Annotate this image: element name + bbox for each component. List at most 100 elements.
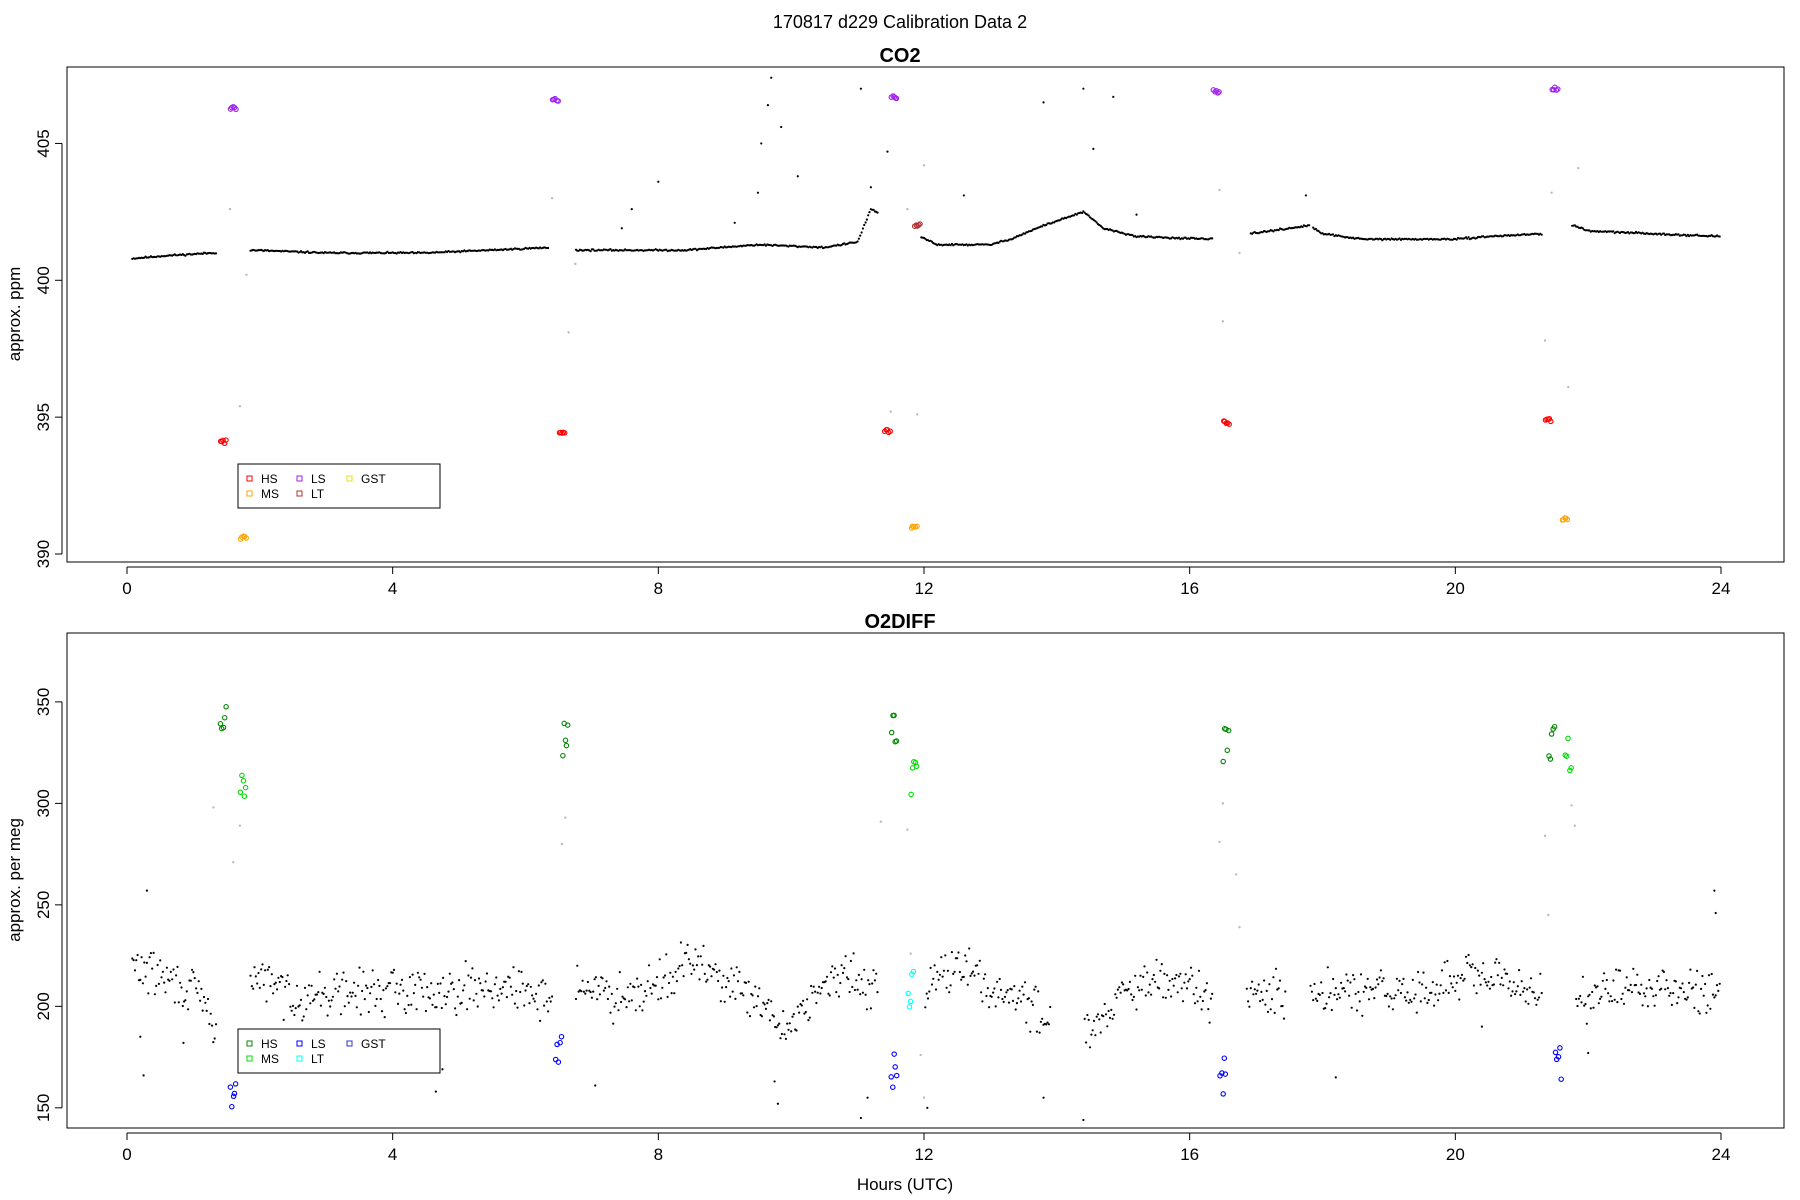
co2-x-tick-label: 8 (654, 579, 663, 598)
o2-ambient-point (1458, 998, 1461, 1001)
o2-ambient-point (1255, 992, 1258, 995)
o2-ambient-point (464, 960, 467, 963)
o2-y-tick-label: 200 (34, 992, 53, 1020)
o2-ambient-point (657, 998, 660, 1001)
o2-ambient-point (641, 1009, 644, 1012)
co2-excursion-point (796, 175, 799, 178)
o2-ambient-point (210, 1024, 214, 1027)
o2-ambient-point (519, 990, 522, 994)
o2-ambient-point (173, 1001, 176, 1004)
o2-ambient-point (1415, 1011, 1418, 1014)
o2-ambient-point (1646, 1005, 1649, 1008)
o2-ambient-point (345, 980, 348, 983)
o2-ambient-point (697, 955, 700, 958)
co2-x-tick-label: 20 (1446, 579, 1465, 598)
o2diff-legend-label-hs: HS (261, 1037, 278, 1051)
o2-ls-calibration-point (557, 1039, 563, 1046)
o2-ambient-point (818, 985, 821, 988)
o2-ambient-point (1403, 996, 1406, 999)
o2-ambient-point (1130, 993, 1133, 996)
o2-ambient-point (1046, 1021, 1049, 1024)
o2-ambient-point (347, 1001, 350, 1004)
o2-ambient-point (1596, 985, 1599, 988)
o2-ms-calibration-point (1567, 767, 1573, 774)
o2-ambient-point (1390, 997, 1393, 1000)
o2-ambient-point (382, 989, 385, 992)
o2-ambient-point (511, 993, 514, 996)
o2-ambient-point (257, 971, 260, 975)
o2-ambient-point (547, 1010, 550, 1013)
o2-ambient-point (1580, 1001, 1583, 1004)
o2-ambient-point (1439, 984, 1442, 987)
o2-ambient-point (1398, 979, 1401, 983)
o2-ambient-point (828, 994, 831, 997)
o2-ambient-point (199, 999, 202, 1002)
o2-ambient-point (1503, 968, 1506, 971)
o2-ambient-point (734, 997, 737, 1001)
co2-ambient-point (1332, 233, 1335, 236)
o2-ambient-point (790, 1030, 793, 1033)
o2-ambient-point (1697, 1010, 1700, 1013)
o2-ambient-point (1349, 981, 1352, 984)
o2-ambient-point (1642, 992, 1646, 995)
o2-ambient-point (606, 997, 610, 1001)
o2-transition-point (1238, 925, 1241, 929)
o2-ambient-point (212, 1041, 215, 1044)
o2-transition-point (879, 820, 883, 823)
o2-ambient-point (351, 991, 354, 994)
o2-ambient-point (1632, 967, 1635, 970)
co2-transition-point (1567, 385, 1570, 389)
co2-ambient-point (865, 218, 869, 221)
o2-ambient-point (996, 980, 999, 983)
o2-ambient-point (1516, 985, 1519, 988)
o2diff-legend: HS MS LS LT GST (237, 1028, 441, 1074)
o2-ambient-point (1657, 975, 1660, 978)
o2-ambient-point (772, 1015, 776, 1018)
co2-ambient-point (1041, 225, 1044, 228)
co2-hs-calibration-point (561, 430, 568, 436)
o2-ambient-point (1475, 992, 1478, 995)
o2-ambient-point (1245, 987, 1248, 990)
o2-ambient-point (325, 995, 328, 999)
o2-ambient-point (295, 984, 299, 987)
o2-ambient-point (446, 995, 449, 999)
o2-hs-calibration-point (562, 737, 569, 744)
o2-ambient-point (1615, 968, 1618, 971)
o2-excursion-point (182, 1041, 185, 1044)
o2-ambient-point (213, 1037, 216, 1040)
o2-excursion-point (142, 1074, 145, 1077)
o2-ambient-point (1204, 989, 1207, 992)
o2-ambient-point (1479, 983, 1482, 986)
o2-ambient-point (843, 967, 846, 970)
o2-ambient-point (965, 960, 968, 963)
o2-ambient-point (1640, 983, 1643, 986)
o2-ambient-point (1514, 993, 1517, 996)
o2-ambient-point (1637, 991, 1640, 994)
o2-ambient-point (411, 973, 414, 976)
o2-ambient-point (151, 967, 154, 970)
o2-ms-calibration-point (242, 784, 249, 791)
o2-ambient-point (177, 1001, 180, 1004)
o2-ls-calibration-point (232, 1081, 239, 1087)
o2-transition-point (1573, 824, 1577, 827)
o2-ambient-point (1160, 963, 1163, 966)
o2-ambient-point (260, 968, 263, 971)
o2-ambient-point (816, 991, 819, 994)
o2-ambient-point (780, 1032, 784, 1036)
o2-ambient-point (726, 976, 729, 980)
o2-ambient-point (419, 978, 422, 981)
o2-ambient-point (770, 1000, 773, 1003)
o2-ambient-point (786, 1022, 789, 1025)
o2-ambient-point (1337, 993, 1340, 996)
o2-ambient-point (1333, 993, 1336, 997)
o2-ambient-point (1710, 972, 1713, 976)
o2-ambient-point (1209, 997, 1212, 1000)
o2-ambient-point (1090, 1033, 1093, 1036)
o2-ambient-point (1321, 991, 1324, 995)
o2-ambient-point (1146, 971, 1149, 974)
co2-ambient-point (1379, 237, 1382, 241)
o2-ambient-point (768, 1019, 772, 1022)
o2diff-series (131, 704, 1721, 1122)
o2-ambient-point (1324, 1007, 1327, 1010)
o2-ambient-point (754, 985, 757, 988)
